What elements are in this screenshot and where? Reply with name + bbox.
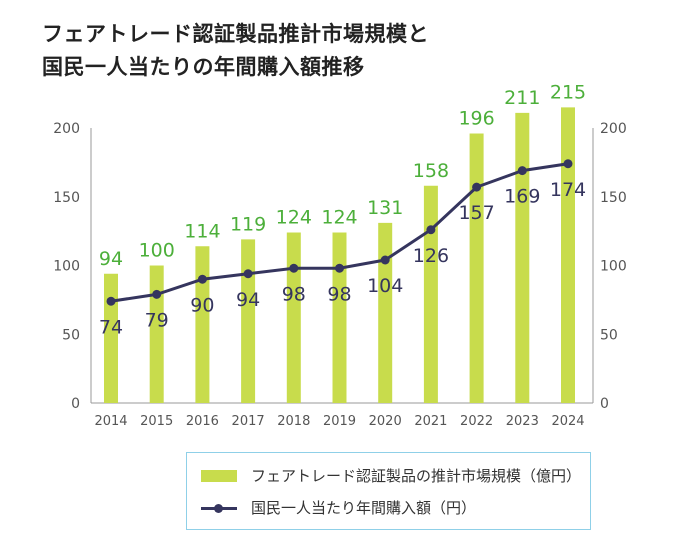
right-tick-label: 0 <box>600 396 609 412</box>
line-point <box>472 182 482 192</box>
line-point <box>563 159 573 169</box>
right-tick-label: 50 <box>600 327 618 343</box>
left-tick-label: 50 <box>62 327 80 343</box>
legend-line-label: 国民一人当たり年間購入額（円） <box>251 499 477 517</box>
bar-data-label: 211 <box>504 87 540 109</box>
line-data-label: 98 <box>327 283 351 305</box>
x-tick-label: 2016 <box>186 414 219 429</box>
legend-line-swatch <box>201 502 237 514</box>
left-tick-label: 0 <box>71 396 80 412</box>
bar-data-label: 124 <box>276 207 312 229</box>
legend-bar-label: フェアトレード認証製品の推計市場規模（億円） <box>251 467 582 485</box>
bar <box>332 232 347 403</box>
left-tick-label: 150 <box>53 190 80 206</box>
line-data-label: 74 <box>99 316 123 338</box>
x-tick-label: 2023 <box>506 414 539 429</box>
x-tick-label: 2014 <box>94 414 127 429</box>
line-data-label: 98 <box>282 283 306 305</box>
line-data-label: 94 <box>236 289 260 311</box>
bar <box>515 112 530 403</box>
x-tick-label: 2018 <box>277 414 310 429</box>
bar <box>286 232 301 403</box>
line-point <box>106 296 116 306</box>
chart-title: フェアトレード認証製品推計市場規模と 国民一人当たりの年間購入額推移 <box>42 18 429 84</box>
bar <box>104 273 118 403</box>
right-tick-label: 200 <box>600 121 627 137</box>
line-data-label: 169 <box>504 186 540 208</box>
bar <box>561 107 575 403</box>
line-data-label: 79 <box>145 309 169 331</box>
line-point <box>517 166 527 176</box>
right-tick-label: 150 <box>600 190 627 206</box>
x-tick-label: 2024 <box>551 414 584 429</box>
x-tick-label: 2019 <box>323 414 356 429</box>
bar-data-label: 158 <box>413 160 449 182</box>
x-tick-label: 2022 <box>460 414 493 429</box>
bar-data-label: 215 <box>550 81 586 103</box>
bar-data-label: 119 <box>230 213 266 235</box>
left-tick-label: 100 <box>53 259 80 275</box>
bar-data-label: 196 <box>458 108 494 130</box>
bar <box>378 222 393 403</box>
left-tick-label: 200 <box>53 121 80 137</box>
bar <box>423 185 438 403</box>
line-data-label: 174 <box>550 179 586 201</box>
x-tick-label: 2021 <box>414 414 447 429</box>
line-data-label: 157 <box>458 202 494 224</box>
x-tick-label: 2017 <box>232 414 265 429</box>
line-point <box>380 255 390 265</box>
line-data-label: 90 <box>190 294 214 316</box>
bar-data-label: 100 <box>139 240 175 262</box>
line-point <box>289 263 299 273</box>
x-tick-label: 2015 <box>140 414 173 429</box>
line-point <box>152 289 162 299</box>
bar <box>195 246 210 403</box>
line-data-label: 126 <box>413 245 449 267</box>
line-point <box>197 274 207 284</box>
chart-title-line2: 国民一人当たりの年間購入額推移 <box>42 55 365 79</box>
line-data-label: 104 <box>367 275 403 297</box>
bar-data-label: 124 <box>321 207 357 229</box>
line-point <box>243 269 253 279</box>
bar-data-label: 94 <box>99 248 123 270</box>
bar <box>149 265 164 403</box>
legend-bar-swatch <box>201 469 237 482</box>
right-tick-label: 100 <box>600 259 627 275</box>
x-tick-label: 2020 <box>369 414 402 429</box>
chart-title-line1: フェアトレード認証製品推計市場規模と <box>42 22 429 46</box>
line-point <box>426 225 436 235</box>
bar-data-label: 114 <box>184 220 220 242</box>
bar <box>469 133 484 403</box>
bar-data-label: 131 <box>367 197 403 219</box>
bar <box>241 239 256 403</box>
line-point <box>335 263 344 273</box>
legend: フェアトレード認証製品の推計市場規模（億円） 国民一人当たり年間購入額（円） <box>186 452 591 530</box>
legend-item-bar: フェアトレード認証製品の推計市場規模（億円） <box>201 465 581 486</box>
legend-item-line: 国民一人当たり年間購入額（円） <box>201 497 476 518</box>
